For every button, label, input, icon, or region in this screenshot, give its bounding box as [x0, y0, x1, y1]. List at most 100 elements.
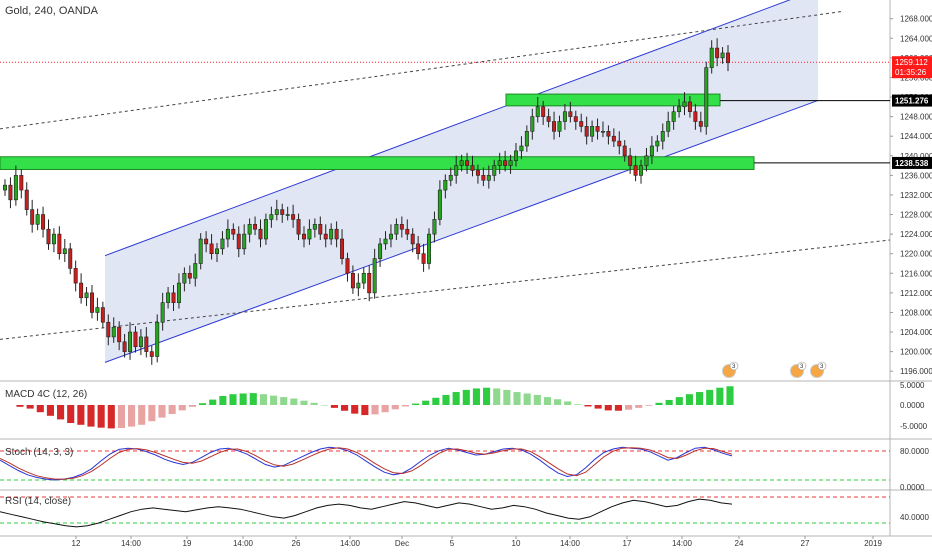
candle-body [535, 106, 540, 117]
macd-histogram-bar [351, 405, 359, 414]
time-axis-label: 10 [512, 539, 521, 548]
event-count-label: 3 [800, 364, 804, 370]
candle-body [720, 52, 725, 59]
candle-body [350, 272, 355, 289]
candle-body [68, 248, 73, 269]
macd-histogram-bar [168, 405, 176, 414]
macd-histogram-bar [209, 399, 217, 405]
time-axis-label: Dec [395, 539, 409, 548]
price-tick-label: 1200.000 [900, 348, 932, 357]
candle-body [475, 170, 480, 176]
candle-body [128, 331, 133, 352]
candle-body [709, 47, 714, 68]
candle-body [562, 111, 567, 122]
candle-body [388, 233, 393, 240]
time-axis-label: 14:00 [560, 539, 581, 548]
macd-histogram-bar [503, 389, 511, 405]
macd-histogram-bar [696, 392, 704, 405]
macd-histogram-bar [148, 405, 156, 422]
macd-histogram-bar [645, 405, 653, 406]
time-axis-label: 14:00 [672, 539, 693, 548]
time-axis-label: 14:00 [233, 539, 254, 548]
rsi-tick-label: 40.0000 [900, 513, 929, 522]
price-tick-label: 1204.000 [900, 328, 932, 337]
candle-body [285, 214, 290, 216]
level-label-box [892, 156, 932, 169]
channel-upper-line [104, 0, 791, 257]
time-axis-label: 17 [623, 539, 632, 548]
macd-histogram-bar [46, 405, 54, 416]
candle-body [372, 258, 377, 294]
candle-body [617, 140, 622, 147]
candle-body [106, 321, 111, 338]
macd-histogram-bar [726, 386, 734, 405]
time-axis-label: 12 [72, 539, 81, 548]
macd-histogram-bar [320, 405, 328, 406]
candle-body [100, 307, 105, 323]
candle-body [552, 121, 557, 132]
macd-histogram-bar [564, 401, 572, 405]
candle-body [253, 224, 258, 230]
candle-body [546, 116, 551, 122]
candle-body [628, 155, 633, 166]
candle-body [84, 292, 89, 299]
macd-histogram-bar [361, 405, 369, 416]
candle-body [291, 214, 296, 220]
candle-body [46, 228, 51, 245]
candle-body [318, 224, 323, 235]
candle-body [595, 126, 600, 132]
macd-pane-label: MACD 4C (12, 26) [5, 389, 88, 400]
candle-body [73, 268, 78, 284]
candle-body [427, 233, 432, 264]
candle-body [622, 145, 627, 157]
macd-histogram-bar [675, 397, 683, 405]
time-axis-label: 5 [450, 539, 455, 548]
macd-histogram-bar [422, 400, 430, 405]
candle-body [459, 160, 464, 166]
macd-histogram-bar [493, 388, 501, 405]
candle-body [726, 52, 730, 64]
price-tick-label: 1248.000 [900, 113, 932, 122]
macd-histogram-bar [432, 397, 440, 405]
candle-body [573, 116, 578, 122]
candle-body [611, 135, 616, 142]
candle-body [79, 282, 84, 299]
candle-body [138, 336, 143, 348]
candle-body [209, 243, 214, 255]
macd-histogram-bar [158, 405, 166, 418]
macd-histogram-bar [371, 405, 379, 415]
candle-body [242, 233, 247, 250]
candle-body [225, 228, 230, 240]
candle-body [356, 282, 361, 289]
candle-body [35, 214, 40, 225]
macd-histogram-bar [412, 403, 420, 405]
macd-histogram-bar [178, 405, 186, 411]
time-axis-label: 19 [183, 539, 192, 548]
macd-histogram-bar [77, 405, 85, 425]
candle-body [340, 238, 345, 259]
candle-body [329, 228, 334, 240]
candle-body [677, 106, 682, 113]
price-tick-label: 1240.000 [900, 152, 932, 161]
candle-body [301, 233, 306, 240]
macd-histogram-bar [523, 393, 531, 405]
candle-body [334, 228, 339, 240]
candle-body [187, 272, 192, 279]
macd-tick-label: 0.0000 [900, 401, 925, 410]
macd-histogram-bar [36, 405, 44, 413]
macd-histogram-bar [26, 405, 34, 409]
macd-histogram-bar [87, 405, 95, 427]
candle-body [95, 307, 100, 313]
candle-body [639, 165, 644, 176]
macd-histogram-bar [229, 394, 237, 405]
macd-histogram-bar [310, 402, 318, 405]
candle-body [269, 214, 274, 220]
price-tick-label: 1216.000 [900, 269, 932, 278]
macd-histogram-bar [604, 405, 612, 411]
candle-body [51, 233, 56, 245]
candle-body [508, 160, 513, 166]
candle-body [649, 145, 654, 157]
macd-histogram-bar [574, 404, 582, 405]
candle-body [443, 179, 448, 191]
